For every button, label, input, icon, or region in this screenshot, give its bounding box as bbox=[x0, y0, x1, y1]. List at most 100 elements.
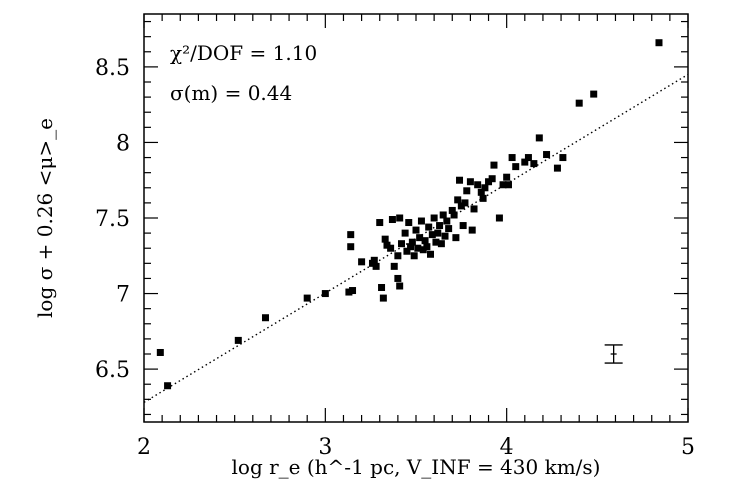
data-point bbox=[430, 214, 438, 222]
axis-ticks bbox=[143, 14, 689, 422]
data-point bbox=[655, 39, 663, 47]
data-point bbox=[425, 223, 433, 231]
data-point bbox=[504, 181, 512, 189]
data-point bbox=[378, 284, 386, 292]
y-tick-label: 7.5 bbox=[95, 207, 130, 232]
data-point bbox=[503, 173, 511, 181]
x-tick-label: 3 bbox=[318, 435, 332, 460]
data-point bbox=[452, 234, 460, 242]
data-point bbox=[419, 246, 427, 254]
data-point bbox=[495, 214, 503, 222]
data-point bbox=[432, 238, 440, 246]
data-point bbox=[508, 154, 516, 162]
y-tick-label: 6.5 bbox=[95, 358, 130, 383]
data-point bbox=[441, 232, 449, 240]
annotation-chi2: χ²/DOF = 1.10 bbox=[170, 41, 317, 65]
data-point bbox=[303, 294, 311, 302]
data-point bbox=[321, 290, 329, 298]
data-point bbox=[535, 134, 543, 142]
data-point bbox=[543, 151, 551, 159]
plot-frame bbox=[143, 13, 689, 423]
data-point bbox=[427, 250, 435, 258]
data-point bbox=[524, 154, 532, 162]
data-point bbox=[347, 243, 355, 251]
data-point bbox=[376, 219, 384, 227]
data-point bbox=[396, 214, 404, 222]
data-point bbox=[436, 222, 444, 230]
data-point bbox=[261, 314, 269, 322]
x-tick-labels: 2 3 4 5 bbox=[137, 435, 695, 460]
x-tick-label: 4 bbox=[500, 435, 514, 460]
fit-line bbox=[143, 73, 689, 403]
data-point bbox=[468, 226, 476, 234]
data-point bbox=[439, 211, 447, 219]
data-point bbox=[445, 225, 453, 233]
data-point bbox=[470, 205, 478, 213]
data-point bbox=[488, 175, 496, 183]
data-point bbox=[345, 288, 353, 296]
y-axis-label: log σ + 0.26 <μ>_e bbox=[33, 118, 57, 318]
data-point bbox=[390, 262, 398, 270]
data-point bbox=[234, 336, 242, 344]
data-point bbox=[448, 206, 456, 214]
data-point bbox=[349, 287, 357, 295]
y-tick-label: 8 bbox=[116, 131, 130, 156]
data-point bbox=[512, 163, 520, 171]
data-point bbox=[401, 229, 409, 237]
data-point bbox=[457, 202, 465, 210]
data-point bbox=[358, 258, 366, 266]
data-point bbox=[490, 161, 498, 169]
y-tick-label: 8.5 bbox=[95, 56, 130, 81]
data-point bbox=[461, 199, 469, 207]
data-point bbox=[417, 217, 425, 225]
data-point bbox=[463, 187, 471, 195]
data-point bbox=[416, 234, 424, 242]
data-point bbox=[397, 240, 405, 248]
data-point bbox=[530, 160, 538, 168]
data-point bbox=[405, 219, 413, 227]
data-point bbox=[434, 229, 442, 237]
data-point bbox=[412, 226, 420, 234]
data-point bbox=[437, 240, 445, 248]
data-point bbox=[443, 217, 451, 225]
data-point bbox=[428, 231, 436, 239]
data-point bbox=[553, 164, 561, 172]
data-point bbox=[379, 294, 387, 302]
data-point bbox=[164, 382, 172, 390]
y-tick-label: 7 bbox=[116, 283, 130, 308]
y-tick-labels: 6.5 7 7.5 8 8.5 bbox=[95, 56, 130, 383]
data-point bbox=[575, 99, 583, 107]
data-point bbox=[485, 178, 493, 186]
data-point bbox=[474, 181, 482, 189]
data-point bbox=[466, 178, 474, 186]
data-point bbox=[407, 243, 415, 251]
data-point bbox=[347, 231, 355, 239]
data-point bbox=[410, 252, 418, 260]
data-point bbox=[450, 211, 458, 219]
data-point bbox=[381, 235, 389, 243]
data-point bbox=[590, 90, 598, 98]
data-point bbox=[403, 247, 411, 255]
data-point bbox=[387, 244, 395, 252]
x-tick-label: 5 bbox=[681, 435, 695, 460]
data-point bbox=[383, 241, 391, 249]
data-point bbox=[481, 184, 489, 192]
data-points bbox=[156, 39, 663, 390]
data-point bbox=[414, 244, 422, 252]
data-point bbox=[499, 181, 507, 189]
error-bar bbox=[604, 344, 623, 364]
data-point bbox=[372, 262, 380, 270]
data-point bbox=[394, 252, 402, 260]
data-point bbox=[408, 238, 416, 246]
data-point bbox=[394, 274, 402, 282]
data-point bbox=[156, 348, 164, 356]
data-point bbox=[479, 194, 487, 202]
x-axis-label: log r_e (h^-1 pc, V_INF = 430 km/s) bbox=[232, 455, 601, 479]
data-point bbox=[421, 237, 429, 245]
annotation-sigma: σ(m) = 0.44 bbox=[170, 81, 292, 105]
data-point bbox=[396, 282, 404, 290]
data-point bbox=[423, 243, 431, 251]
data-point bbox=[559, 154, 567, 162]
data-point bbox=[454, 196, 462, 204]
